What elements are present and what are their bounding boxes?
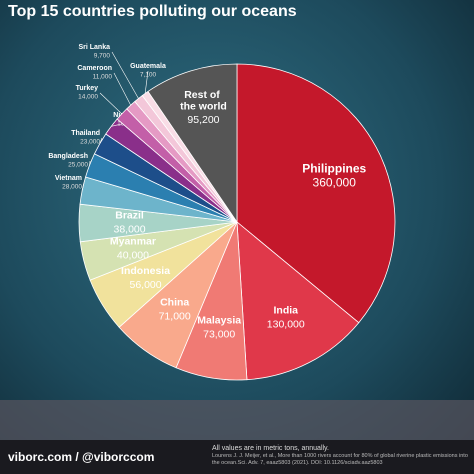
leader-line: [111, 51, 139, 99]
value-label: 11,000: [93, 74, 113, 81]
slice-label: Brazil: [115, 209, 144, 221]
slice-label: Thailand: [71, 130, 100, 137]
source-box: Lourens J. J. Meijer, et al., More than …: [212, 453, 468, 466]
leader-line: [113, 72, 131, 106]
source: Lourens J. J. Meijer, et al., More than …: [212, 453, 468, 466]
shore: [0, 400, 474, 440]
leader-line: [144, 70, 149, 94]
value-label: 28,000: [62, 184, 82, 191]
value-label: 360,000: [313, 175, 357, 189]
footer-bar: [0, 440, 474, 474]
slice-label: Philippines: [302, 161, 366, 175]
leader-line: [99, 137, 103, 144]
value-label: 130,000: [267, 319, 305, 331]
value-label: 56,000: [130, 279, 162, 291]
slice-label: Turkey: [76, 85, 99, 92]
slice-label: Guatemala: [130, 63, 166, 70]
slice-label: China: [160, 296, 189, 308]
slice-label: Malaysia: [197, 315, 241, 327]
slice-label: Rest of the world: [180, 89, 227, 113]
slice-label: Cameroon: [77, 65, 112, 72]
value-label: 40,000: [117, 250, 149, 262]
value-label: 95,200: [187, 114, 219, 126]
value-label: 9,700: [94, 53, 111, 60]
value-label: 7,100: [140, 72, 157, 79]
pie-slice: [147, 63, 238, 224]
value-label: 14,000: [78, 94, 98, 101]
value-label: 71,000: [159, 310, 191, 322]
slice-label: Myanmar: [110, 236, 156, 248]
chart-title: Top 15 countries polluting our oceans: [8, 3, 297, 20]
slice-label: Vietnam: [55, 175, 82, 182]
pie-slice: [236, 221, 360, 381]
slice-label: Bangladesh: [48, 153, 88, 160]
slice-label: Sri Lanka: [78, 44, 110, 51]
value-label: 73,000: [203, 329, 235, 341]
value-label: 25,000: [68, 162, 88, 169]
leader-line: [99, 92, 123, 115]
note: All values are in metric tons, annually.: [212, 445, 329, 452]
site: viborc.com / @viborccom: [8, 450, 154, 464]
leader-line: [81, 182, 85, 191]
value-label: 23,000: [80, 139, 100, 146]
slice-label: India: [274, 305, 299, 317]
slice-label: Indonesia: [121, 265, 170, 277]
pie-slice: [236, 63, 396, 324]
value-label: 38,000: [113, 223, 145, 235]
